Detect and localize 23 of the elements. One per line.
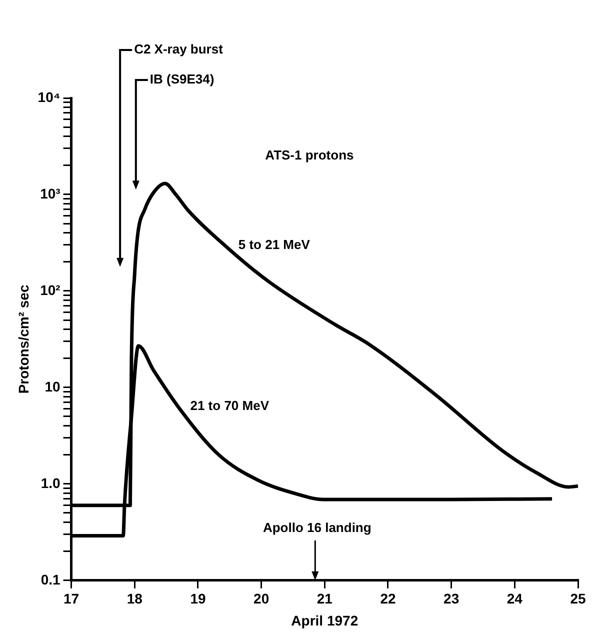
x-tick-label: 22	[380, 590, 396, 607]
y-tick-label: 10	[44, 378, 61, 394]
annotation: ATS-1 protons	[265, 147, 354, 162]
x-tick-label: 17	[64, 590, 80, 607]
series-label: 5 to 21 MeV	[238, 237, 310, 252]
y-tick-label: 10³	[40, 185, 61, 202]
ref-line-label: C2 X-ray burst	[134, 42, 224, 57]
y-tick-label: 10⁴	[38, 88, 60, 105]
x-tick-label: 18	[126, 590, 143, 607]
y-axis-title: Protons/cm² sec	[15, 284, 32, 394]
ref-line-label: IB (S9E34)	[150, 72, 214, 87]
series-label: 21 to 70 MeV	[190, 398, 270, 414]
y-tick-label: 1.0	[40, 474, 61, 491]
x-tick-label: 23	[444, 590, 460, 607]
y-tick-label: 10²	[40, 282, 61, 298]
x-tick-label: 19	[190, 590, 206, 607]
x-tick-label: 24	[506, 590, 523, 607]
ref-line-label: Apollo 16 landing	[262, 520, 372, 535]
x-tick-label: 21	[316, 590, 333, 607]
x-tick-label: 25	[570, 590, 586, 607]
y-tick-label: 0.1	[40, 571, 61, 588]
x-tick-label: 20	[254, 590, 270, 607]
x-axis-title: April 1972	[291, 612, 358, 628]
